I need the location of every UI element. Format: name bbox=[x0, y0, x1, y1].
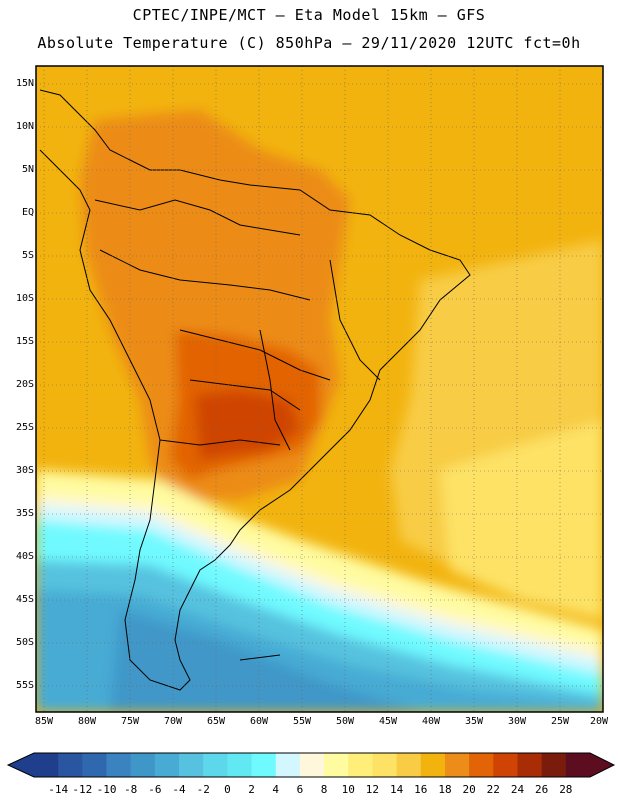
graticule bbox=[36, 66, 603, 712]
lat-label-10n: 10N bbox=[15, 121, 34, 132]
lat-label-5n: 5N bbox=[21, 164, 34, 175]
colorbar-label: 0 bbox=[224, 783, 231, 796]
colorbar-swatch bbox=[58, 753, 83, 777]
colorbar-label: 4 bbox=[272, 783, 280, 796]
lon-label-20w: 20W bbox=[589, 716, 609, 727]
colorbar-swatch bbox=[420, 753, 446, 777]
colorbar-right-arrow bbox=[590, 753, 614, 777]
colorbar-label: 24 bbox=[510, 783, 525, 796]
lon-label-70w: 70W bbox=[163, 716, 183, 727]
chart-title-line1: CPTEC/INPE/MCT – Eta Model 15km – GFS bbox=[132, 6, 486, 24]
colorbar-label: 20 bbox=[462, 783, 476, 796]
lat-label-45s: 45S bbox=[15, 594, 34, 605]
colorbar-swatch bbox=[541, 753, 567, 777]
colorbar-swatch bbox=[565, 753, 591, 777]
lon-label-80w: 80W bbox=[77, 716, 97, 727]
lon-label-75w: 75W bbox=[120, 716, 140, 727]
colorbar-swatch bbox=[469, 753, 494, 777]
colorbar-label: 8 bbox=[320, 783, 328, 796]
colorbar-swatch bbox=[179, 753, 204, 777]
lon-label-85w: 85W bbox=[34, 716, 54, 727]
colorbar-swatch bbox=[106, 753, 132, 777]
chart-title-line2: Absolute Temperature (C) 850hPa – 29/11/… bbox=[37, 34, 581, 52]
colorbar-label: -4 bbox=[172, 783, 186, 796]
colorbar-swatch bbox=[154, 753, 180, 777]
colorbar-label: 10 bbox=[341, 783, 355, 796]
colorbar-swatch bbox=[34, 753, 59, 777]
colorbar-swatch bbox=[517, 753, 543, 777]
colorbar-swatch bbox=[82, 753, 108, 777]
colorbar-label: 14 bbox=[389, 783, 404, 796]
light-southeast-atlantic bbox=[440, 420, 603, 620]
map-frame bbox=[35, 65, 604, 713]
colorbar-label: -6 bbox=[148, 783, 162, 796]
colorbar-label: -14 bbox=[48, 783, 69, 796]
colorbar bbox=[6, 752, 616, 778]
colorbar-label: -10 bbox=[96, 783, 117, 796]
lat-label-15n: 15N bbox=[15, 78, 34, 89]
lon-label-60w: 60W bbox=[249, 716, 269, 727]
lat-label-40s: 40S bbox=[15, 551, 34, 562]
colorbar-label: -2 bbox=[196, 783, 210, 796]
lon-label-65w: 65W bbox=[206, 716, 226, 727]
colorbar-label: 22 bbox=[486, 783, 500, 796]
lon-label-50w: 50W bbox=[335, 716, 355, 727]
lat-label-10s: 10S bbox=[15, 293, 34, 304]
lon-label-40w: 40W bbox=[421, 716, 441, 727]
colorbar-label: 6 bbox=[296, 783, 304, 796]
colorbar-outline bbox=[6, 752, 616, 778]
lat-label-5s: 5S bbox=[21, 250, 34, 261]
lat-label-30s: 30S bbox=[15, 465, 34, 476]
lat-label-25s: 25S bbox=[15, 422, 34, 433]
lat-label-20s: 20S bbox=[15, 379, 34, 390]
lon-label-35w: 35W bbox=[464, 716, 484, 727]
colorbar-swatch bbox=[227, 753, 253, 777]
colorbar-swatch bbox=[130, 753, 156, 777]
lat-label-55s: 55S bbox=[15, 680, 34, 691]
coastlines bbox=[39, 89, 471, 691]
colorbar-swatch bbox=[493, 753, 518, 777]
colorbar-left-arrow bbox=[8, 753, 34, 777]
lon-label-55w: 55W bbox=[292, 716, 312, 727]
colorbar-swatch bbox=[444, 753, 470, 777]
colorbar-swatch bbox=[372, 753, 398, 777]
colorbar-label: 18 bbox=[438, 783, 452, 796]
lon-label-25w: 25W bbox=[550, 716, 570, 727]
lon-label-30w: 30W bbox=[507, 716, 527, 727]
colorbar-label: 28 bbox=[559, 783, 573, 796]
colorbar-label: 2 bbox=[248, 783, 255, 796]
colorbar-swatch bbox=[299, 753, 325, 777]
lat-label-50s: 50S bbox=[15, 637, 34, 648]
colorbar-swatch bbox=[396, 753, 422, 777]
lat-label-eq: EQ bbox=[21, 207, 34, 218]
colorbar-swatch bbox=[275, 753, 301, 777]
colorbar-label: 26 bbox=[535, 783, 549, 796]
colorbar-label: 12 bbox=[365, 783, 380, 796]
colorbar-label: -12 bbox=[72, 783, 93, 796]
lon-label-45w: 45W bbox=[378, 716, 398, 727]
deep-blue-band bbox=[110, 610, 420, 712]
colorbar-swatch bbox=[203, 753, 228, 777]
colorbar-swatch bbox=[324, 753, 349, 777]
colorbar-swatch bbox=[348, 753, 373, 777]
lat-label-35s: 35S bbox=[15, 508, 34, 519]
colorbar-swatch bbox=[251, 753, 277, 777]
colorbar-label: 16 bbox=[414, 783, 428, 796]
lat-label-15s: 15S bbox=[15, 336, 34, 347]
colorbar-label: -8 bbox=[124, 783, 138, 796]
